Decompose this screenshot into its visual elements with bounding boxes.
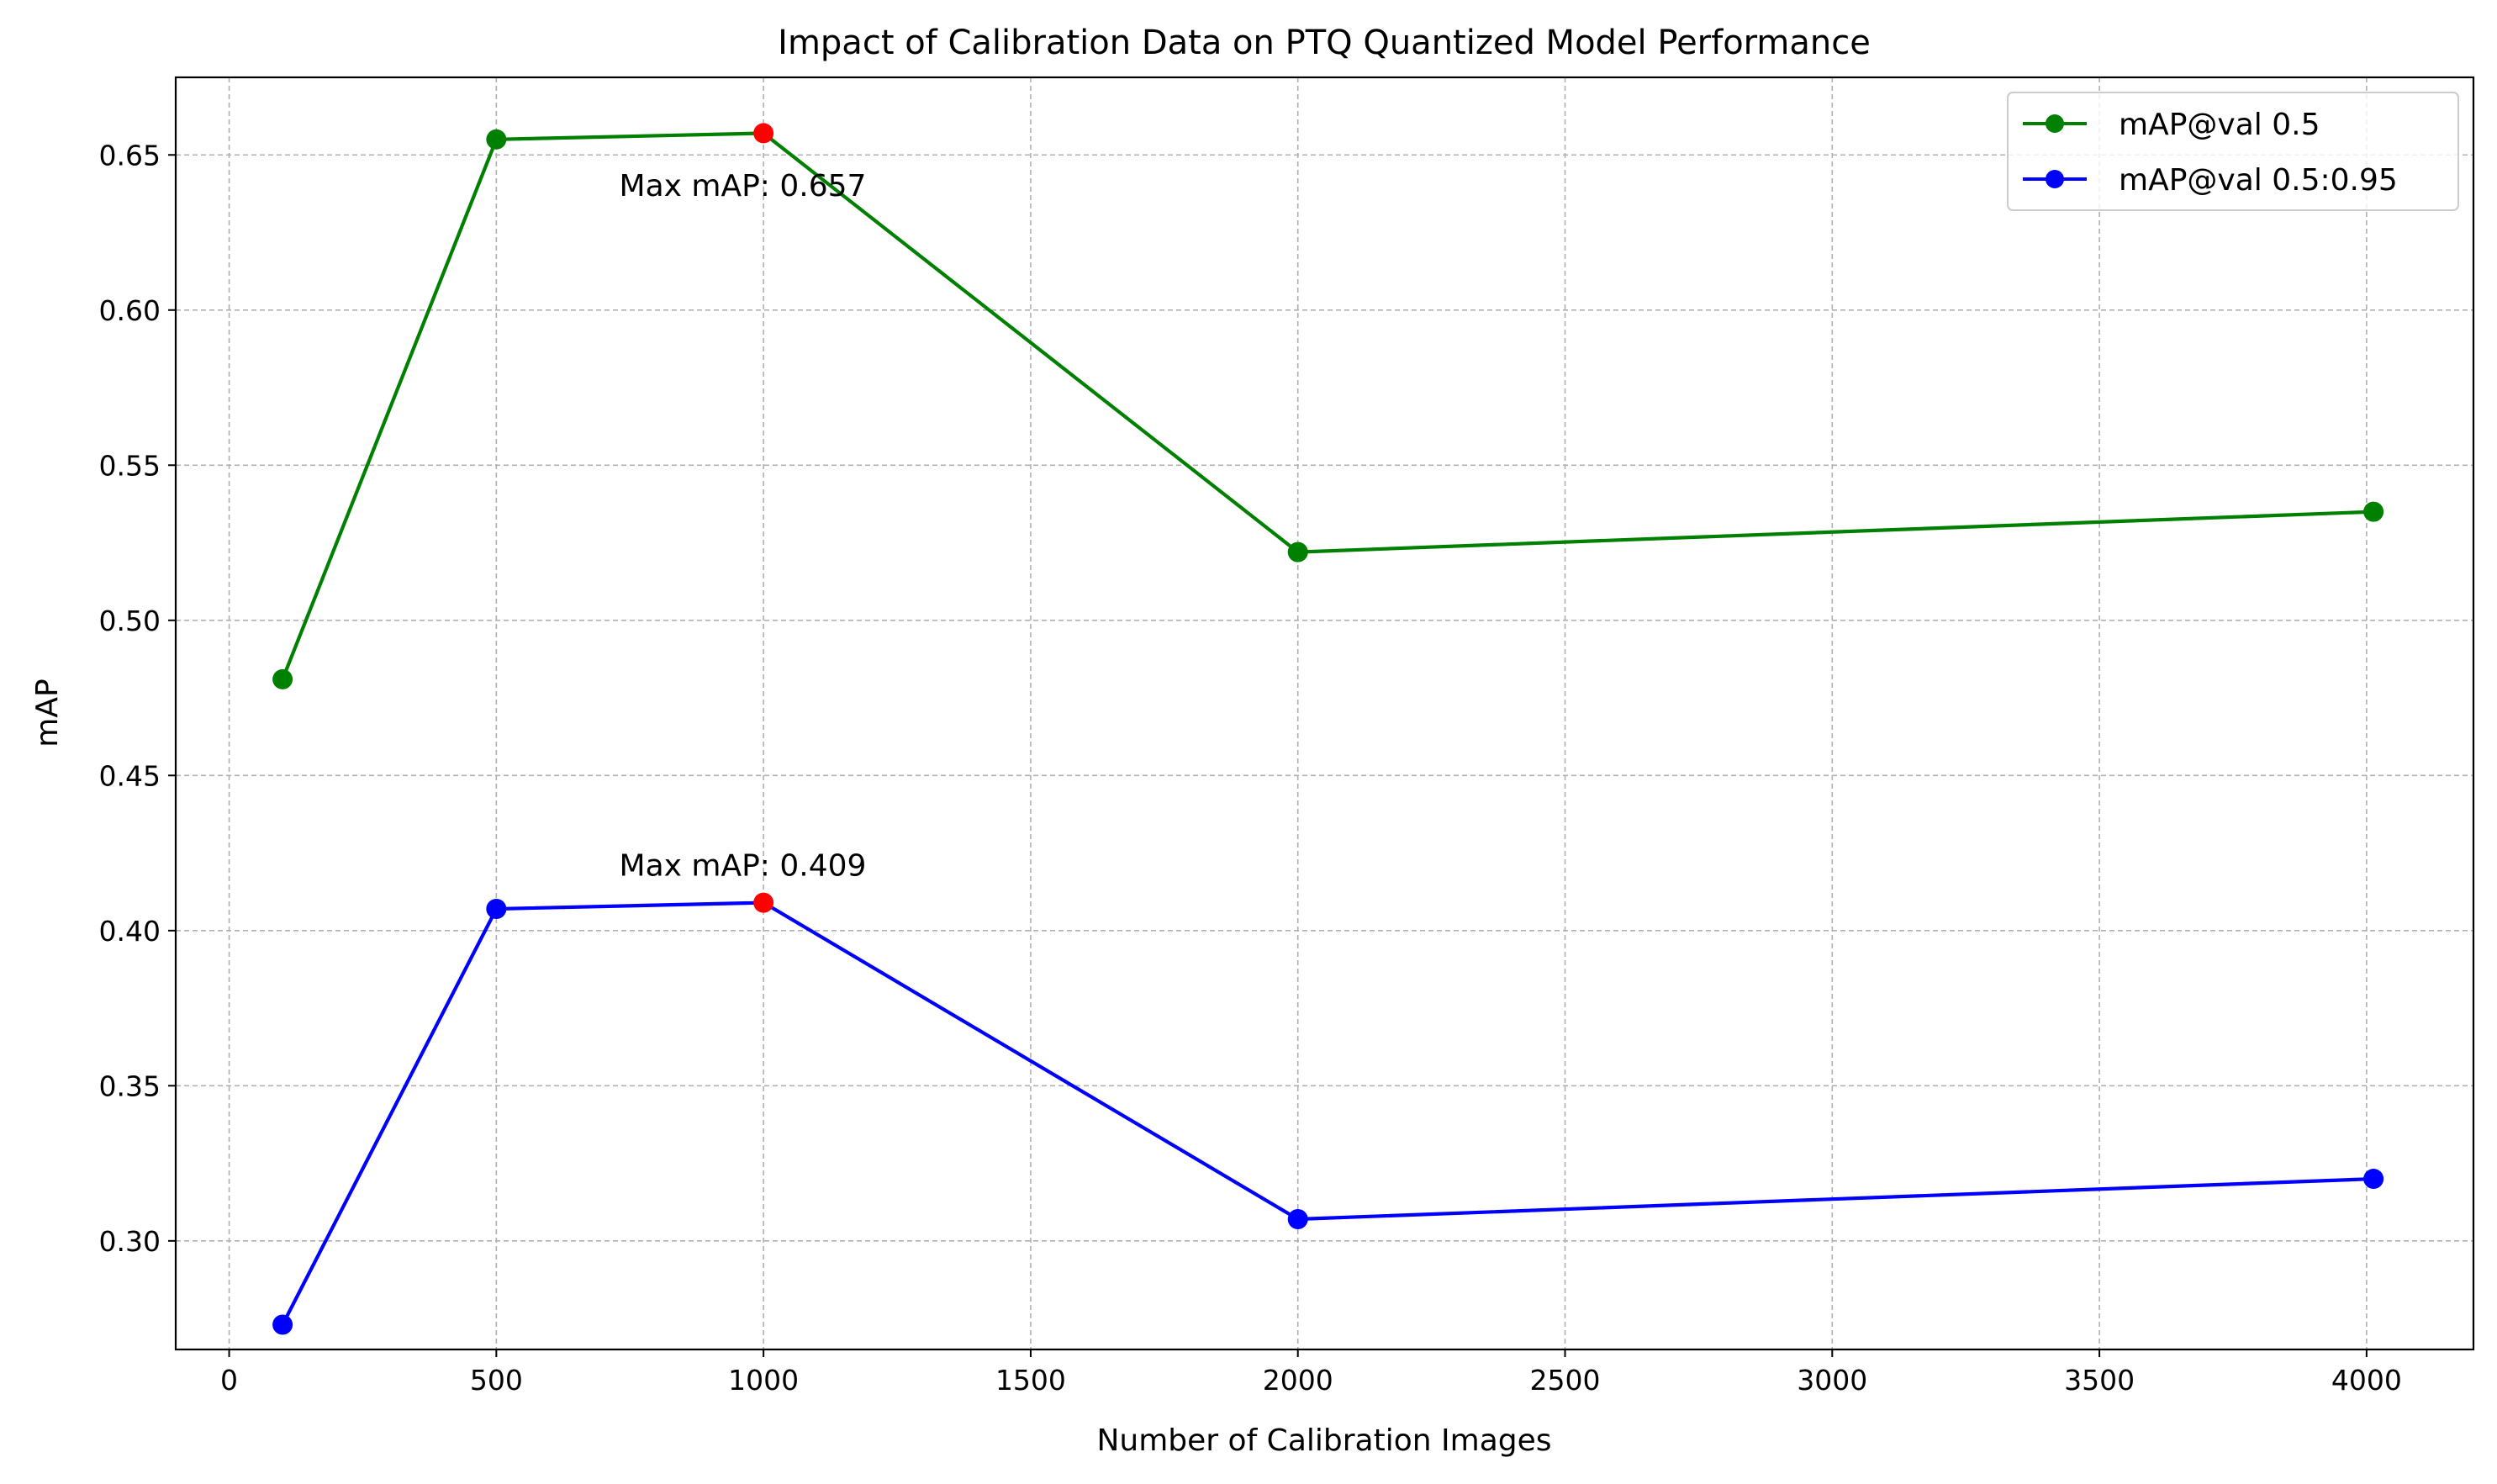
x-tick-label: 1000	[728, 1364, 799, 1397]
series-line-0	[281, 131, 2376, 682]
max-map-annotation: Max mAP: 0.409	[620, 848, 867, 883]
plot-frame	[174, 76, 2475, 1351]
tick-layer: 0 500 1000 1500 2000 2500 3000 3500 4000 0.30 0.35…	[99, 139, 2402, 1397]
series-layer	[272, 123, 2384, 1335]
data-point	[1287, 541, 1308, 562]
x-tick-label: 4000	[2331, 1364, 2402, 1397]
max-map-annotation: Max mAP: 0.657	[620, 169, 867, 203]
series-line-1	[281, 900, 2376, 1327]
x-tick-label: 3500	[2064, 1364, 2135, 1397]
data-point	[753, 123, 774, 144]
y-tick-label: 0.35	[99, 1069, 161, 1102]
annotation-layer: Max mAP: 0.657 Max mAP: 0.409	[620, 169, 867, 883]
y-tick-label: 0.60	[99, 294, 161, 327]
y-tick-label: 0.40	[99, 915, 161, 948]
x-axis-label: Number of Calibration Images	[1096, 1423, 1551, 1458]
data-point	[486, 898, 507, 919]
y-tick-label: 0.45	[99, 759, 161, 792]
y-tick-label: 0.55	[99, 449, 161, 482]
data-point	[486, 129, 507, 150]
legend-label-map50: mAP@val 0.5	[2119, 108, 2320, 142]
legend-box	[2007, 92, 2459, 211]
x-tick-label: 3000	[1797, 1364, 1867, 1397]
x-tick-label: 500	[470, 1364, 523, 1397]
y-tick-label: 0.30	[99, 1225, 161, 1258]
data-point	[2363, 1169, 2384, 1190]
legend-marker-map50	[2046, 114, 2064, 133]
data-point	[272, 668, 293, 689]
x-tick-label: 0	[220, 1364, 238, 1397]
data-point	[272, 1314, 293, 1335]
x-tick-label: 2500	[1530, 1364, 1601, 1397]
data-point	[753, 892, 774, 913]
legend-label-map5095: mAP@val 0.5:0.95	[2119, 163, 2398, 198]
y-tick-label: 0.50	[99, 605, 161, 637]
chart-title: Impact of Calibration Data on PTQ Quanti…	[778, 24, 1871, 62]
x-tick-label: 1500	[995, 1364, 1066, 1397]
legend: mAP@val 0.5 mAP@val 0.5:0.95	[2007, 92, 2459, 211]
grid-layer	[176, 77, 2473, 1349]
legend-marker-map5095	[2046, 170, 2064, 188]
x-tick-label: 2000	[1263, 1364, 1333, 1397]
data-point	[2363, 501, 2384, 522]
y-axis-label: mAP	[30, 679, 65, 747]
y-tick-label: 0.65	[99, 139, 161, 172]
data-point	[1287, 1209, 1308, 1230]
